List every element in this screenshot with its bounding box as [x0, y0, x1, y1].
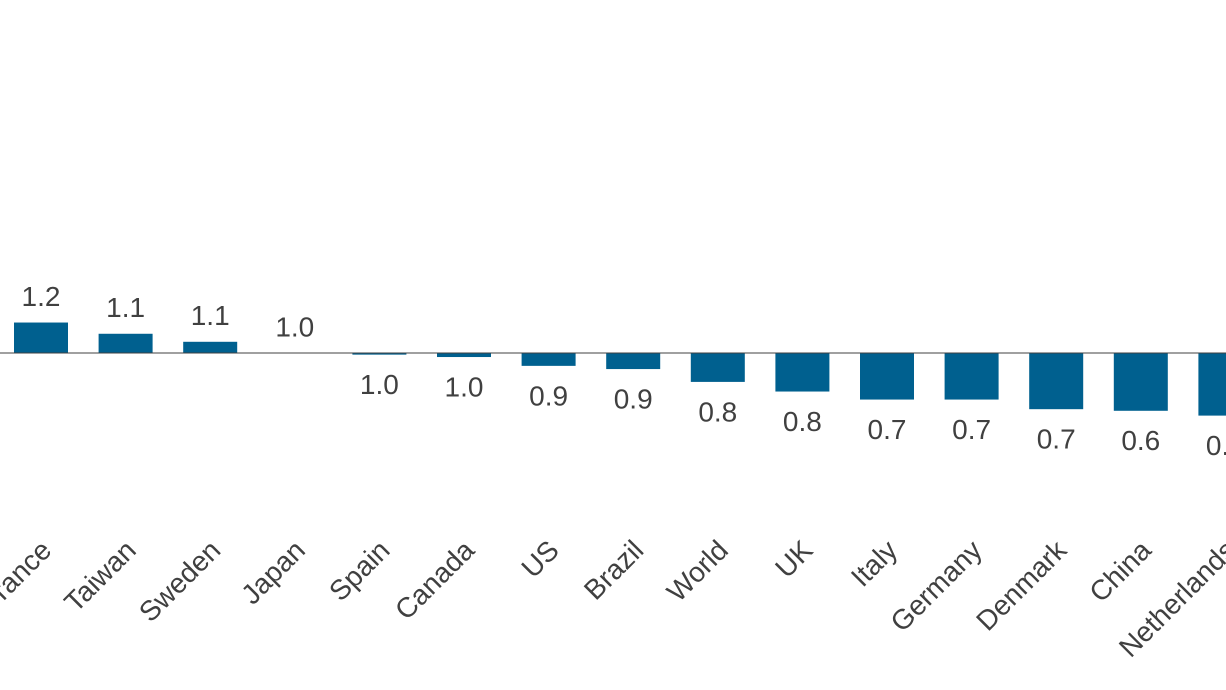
bar — [690, 353, 745, 382]
data-label: 0.9 — [614, 383, 653, 414]
data-label: 1.1 — [106, 292, 145, 323]
x-tick-label: Germany — [884, 534, 987, 637]
data-label: 0.9 — [529, 380, 568, 411]
data-label: 0.7 — [1037, 424, 1076, 455]
bar — [1198, 353, 1226, 416]
x-tick-label: Spain — [323, 534, 396, 607]
bar — [606, 353, 661, 370]
x-tick-label: Taiwan — [58, 534, 142, 618]
bar — [521, 353, 576, 366]
data-label: 0.8 — [698, 396, 737, 427]
data-label: 0.7 — [952, 414, 991, 445]
bar — [14, 322, 68, 354]
x-tick-label: Canada — [389, 534, 481, 626]
x-tick-label: World — [661, 534, 734, 607]
data-label: 1.1 — [191, 300, 230, 331]
x-tick-label: Brazil — [578, 534, 649, 605]
bar — [352, 353, 407, 355]
data-label: 1.0 — [360, 369, 399, 400]
data-label: 0.6 — [1206, 430, 1226, 461]
data-label: 1.2 — [22, 281, 61, 312]
bar — [437, 353, 491, 358]
x-tick-label: Denmark — [970, 534, 1073, 637]
bar — [1113, 353, 1168, 411]
x-tick-label: Japan — [235, 534, 311, 610]
data-label: 1.0 — [275, 311, 314, 342]
data-label: 0.6 — [1121, 425, 1160, 456]
x-tick-label: China — [1083, 534, 1157, 608]
bar — [860, 353, 914, 400]
data-label: 0.7 — [868, 414, 907, 445]
bar — [775, 353, 830, 392]
bar — [183, 341, 238, 354]
bar — [944, 353, 999, 400]
x-tick-label: Sweden — [133, 534, 226, 627]
x-tick-label: UK — [769, 534, 819, 584]
bar — [98, 333, 153, 354]
x-tick-label: Italy — [845, 534, 903, 592]
bar — [1029, 353, 1084, 410]
x-tick-label: US — [515, 534, 564, 583]
data-label: 0.8 — [783, 406, 822, 437]
x-tick-label: France — [0, 534, 57, 618]
data-label: 1.0 — [445, 371, 484, 402]
